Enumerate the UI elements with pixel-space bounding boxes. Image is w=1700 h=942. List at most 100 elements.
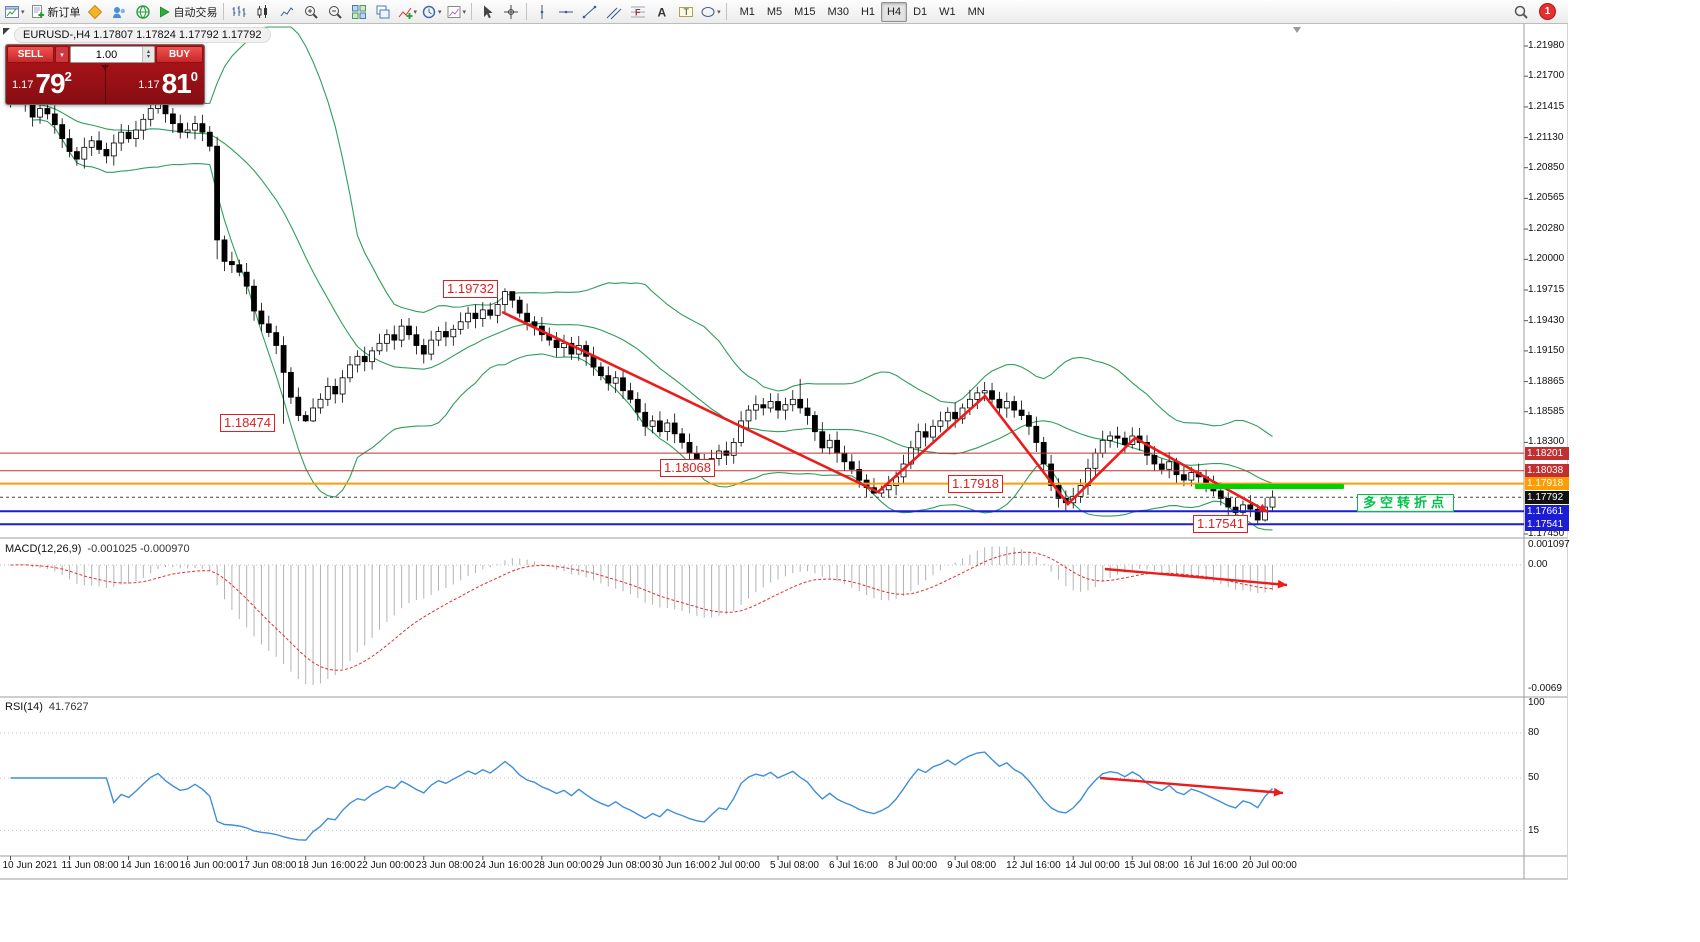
x-axis-label: 29 Jun 08:00 <box>592 860 651 871</box>
community-button[interactable] <box>107 2 131 22</box>
crosshair-button[interactable] <box>499 2 523 22</box>
x-axis-label: 28 Jun 00:00 <box>533 860 592 871</box>
price-callout[interactable]: 1.18474 <box>220 414 275 432</box>
svg-text:A: A <box>658 5 667 19</box>
buy-button[interactable]: BUY <box>156 46 203 63</box>
price-callout[interactable]: 1.19732 <box>443 280 498 298</box>
new-order-button[interactable]: 新订单 <box>27 2 83 22</box>
price-callout[interactable]: 1.17918 <box>948 475 1003 493</box>
price-level-label: 1.18038 <box>1525 464 1569 478</box>
price-level-label: 1.17661 <box>1525 504 1569 518</box>
chevron-down-icon: ▾ <box>462 8 467 16</box>
indicators-button[interactable]: ▾ <box>395 2 420 22</box>
shapes-tool[interactable]: ▾ <box>698 2 723 22</box>
spread-marker-icon <box>101 65 109 70</box>
turning-point-note[interactable]: 多空转折点 <box>1357 494 1455 512</box>
macd-label: MACD(12,26,9) -0.001025 -0.000970 <box>5 543 190 555</box>
templates-button[interactable]: ▾ <box>444 2 469 22</box>
x-axis-label: 18 Jun 16:00 <box>297 860 356 871</box>
price-callout[interactable]: 1.18068 <box>660 459 715 477</box>
macd-pane[interactable] <box>0 541 1524 696</box>
rsi-axis-label: 15 <box>1528 824 1540 836</box>
text-label-tool[interactable]: T <box>674 2 698 22</box>
x-axis-label: 23 Jun 08:00 <box>415 860 474 871</box>
tf-button-H4[interactable]: H4 <box>881 1 908 22</box>
channel-tool[interactable] <box>602 2 626 22</box>
svg-text:T: T <box>684 7 690 17</box>
tf-button-W1[interactable]: W1 <box>939 5 956 18</box>
tf-button-M1[interactable]: M1 <box>739 5 755 18</box>
volume-input[interactable] <box>71 47 142 62</box>
sell-button[interactable]: SELL <box>7 46 54 63</box>
zoom-out-button[interactable] <box>323 2 347 22</box>
vertical-line-tool[interactable] <box>530 2 554 22</box>
fibonacci-tool[interactable]: F <box>626 2 650 22</box>
x-axis-label: 14 Jul 00:00 <box>1065 860 1120 871</box>
one-click-toggle[interactable] <box>3 28 10 35</box>
horizontal-line-tool[interactable] <box>554 2 578 22</box>
notification-badge[interactable]: 1 <box>1539 3 1556 20</box>
svg-text:F: F <box>635 7 641 17</box>
price-callout[interactable]: 1.17541 <box>1193 515 1248 533</box>
x-axis-label: 15 Jul 08:00 <box>1124 860 1179 871</box>
x-axis-label: 5 Jul 08:00 <box>770 860 819 871</box>
vertical-line-icon <box>540 4 544 19</box>
x-axis-label: 8 Jul 00:00 <box>888 860 938 871</box>
zoom-in-button[interactable] <box>299 2 323 22</box>
tf-button-D1[interactable]: D1 <box>913 5 928 18</box>
tf-button-MN[interactable]: MN <box>967 5 985 18</box>
toolbar-separator <box>471 3 473 20</box>
tf-button-H1[interactable]: H1 <box>860 5 876 18</box>
web-button[interactable] <box>131 2 155 22</box>
line-chart-icon <box>280 6 293 16</box>
tf-button-M30[interactable]: M30 <box>827 5 849 18</box>
volume-box: ▴▾ <box>70 46 155 63</box>
buy-price[interactable]: 1.17 81 0 <box>106 64 205 104</box>
y-axis-label: 1.18300 <box>1528 436 1565 448</box>
macd-axis-label: -0.0069 <box>1528 683 1562 695</box>
x-axis-label: 6 Jul 16:00 <box>829 860 878 871</box>
periods-button[interactable]: ▾ <box>419 2 444 22</box>
candle-chart-button[interactable] <box>251 2 275 22</box>
search-icon <box>1514 5 1528 19</box>
timeframes-bar: M1 M5 M15 M30 H1 H4 D1 W1 MN <box>734 1 991 22</box>
cascade-windows-button[interactable] <box>371 2 395 22</box>
main-chart-pane[interactable] <box>0 24 1524 538</box>
community-icon <box>112 6 125 18</box>
x-axis-label: 10 Jun 2021 <box>2 860 58 871</box>
tf-button-M5[interactable]: M5 <box>766 5 783 18</box>
crosshair-icon <box>504 4 519 19</box>
mql5-icon <box>87 4 102 19</box>
text-tool[interactable]: A <box>650 2 674 22</box>
zoom-out-icon <box>328 5 342 19</box>
trendline-tool[interactable] <box>578 2 602 22</box>
buy-price-prefix: 1.17 <box>138 79 160 91</box>
macd-axis-label: 0.00 <box>1528 559 1548 570</box>
y-axis-label: 1.19430 <box>1528 314 1565 326</box>
rsi-pane[interactable] <box>0 699 1524 856</box>
rsi-axis-label: 50 <box>1528 772 1540 783</box>
mql5-button[interactable] <box>83 2 107 22</box>
globe-icon <box>135 4 150 19</box>
y-axis-label: 1.18585 <box>1528 405 1565 417</box>
one-click-trading-widget: SELL ▾ ▴▾ BUY 1.17 79 2 1.17 81 0 <box>5 44 205 105</box>
line-chart-button[interactable] <box>275 2 299 22</box>
y-axis-label: 1.19715 <box>1528 283 1565 295</box>
tf-button-M15[interactable]: M15 <box>794 5 816 18</box>
volume-spinner[interactable]: ▴ ▾ <box>142 47 154 62</box>
price-level-label: 1.18201 <box>1525 446 1569 460</box>
cursor-button[interactable] <box>475 2 499 22</box>
search-button[interactable] <box>1509 2 1533 22</box>
autotrade-button[interactable]: 自动交易 <box>155 2 220 22</box>
sell-price[interactable]: 1.17 79 2 <box>6 64 105 104</box>
spin-down-icon[interactable]: ▾ <box>146 53 150 60</box>
x-axis-label: 9 Jul 08:00 <box>947 860 997 871</box>
new-chart-button[interactable]: ▾ <box>2 2 27 22</box>
y-axis-label: 1.17450 <box>1528 527 1565 539</box>
tile-windows-icon <box>351 4 366 19</box>
x-axis-label: 24 Jun 16:00 <box>474 860 533 871</box>
new-order-label: 新订单 <box>47 6 81 19</box>
tile-windows-button[interactable] <box>347 2 371 22</box>
volume-dropdown[interactable]: ▾ <box>55 46 69 63</box>
bar-chart-button[interactable] <box>227 2 251 22</box>
